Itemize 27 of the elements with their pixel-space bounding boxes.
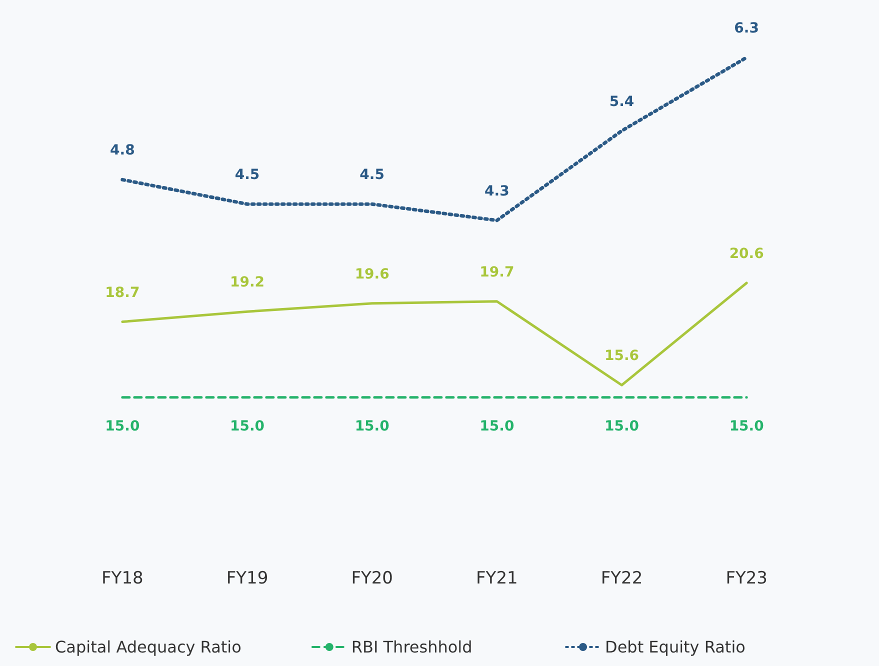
data-label: 6.3 [734,20,759,36]
data-label: 19.2 [230,274,265,291]
data-label: 20.6 [729,246,764,262]
legend-label: RBI Threshhold [351,638,472,656]
x-tick-label: FY21 [476,568,518,588]
data-label: 15.0 [230,418,265,434]
data-label: 15.0 [480,418,514,434]
data-label: 15.0 [354,418,390,434]
data-label: 4.5 [234,167,260,184]
data-label: 5.4 [609,94,634,110]
data-label: 4.8 [110,142,135,159]
data-label: 15.0 [729,418,764,434]
data-label: 18.7 [105,284,140,301]
data-label: 15.0 [105,418,140,434]
data-label: 15.6 [604,348,640,364]
x-tick-label: FY20 [351,568,393,588]
data-label: 19.7 [480,264,514,280]
legend-label: Capital Adequacy Ratio [55,638,242,656]
x-tick-label: FY19 [226,568,268,588]
legend-label: Debt Equity Ratio [605,638,746,656]
x-tick-label: FY22 [600,568,643,588]
x-tick-label: FY18 [102,568,144,588]
x-tick-label: FY23 [726,568,768,588]
data-label: 4.5 [360,167,384,184]
data-label: 15.0 [604,418,640,434]
data-label: 4.3 [484,183,510,200]
data-label: 19.6 [354,266,390,282]
